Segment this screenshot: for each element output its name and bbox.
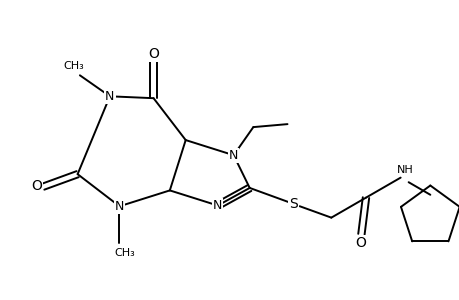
Text: O: O [148,46,159,61]
Text: O: O [354,236,365,250]
Text: N: N [229,149,238,162]
Text: N: N [213,199,222,212]
Text: S: S [289,197,298,211]
Text: N: N [115,200,124,213]
Text: CH₃: CH₃ [115,248,135,258]
Text: N: N [105,90,114,103]
Text: CH₃: CH₃ [64,61,84,71]
Text: NH: NH [396,165,413,175]
Text: O: O [31,178,42,193]
